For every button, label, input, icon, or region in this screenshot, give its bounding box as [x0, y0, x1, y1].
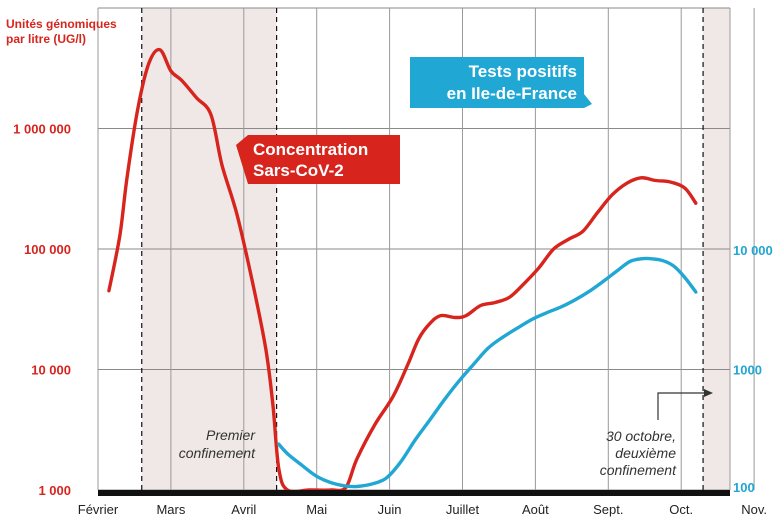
- series-lines: [107, 47, 698, 494]
- x-ticks: Février Mars Avril Mai Juin Juillet Août Sept. O…: [78, 502, 767, 517]
- series-line-tests: [277, 256, 698, 489]
- label-concentration: Concentration Sars-CoV-2: [236, 135, 400, 184]
- second-lockdown-arrow: [657, 389, 713, 420]
- label-tests-line2: en Ile-de-France: [447, 84, 577, 103]
- x-axis-baseline: [98, 490, 730, 496]
- y-left-ticks: 1 000 10 000 100 000 1 000 000: [13, 122, 71, 499]
- x-tick-label: Juin: [378, 502, 402, 517]
- x-tick-label: Août: [522, 502, 549, 517]
- first-lockdown-line2: confinement: [179, 445, 256, 461]
- y-right-tick-label: 10 000: [733, 243, 773, 258]
- second-lockdown-line2: deuxième: [615, 445, 676, 461]
- first-lockdown-line1: Premier: [206, 427, 256, 443]
- label-concentration-box: [236, 135, 400, 184]
- x-tick-label: Avril: [231, 502, 256, 517]
- label-tests: Tests positifs en Ile-de-France: [410, 57, 592, 108]
- second-lockdown-line1: 30 octobre,: [606, 428, 676, 444]
- y-left-title-line2: par litre (UG/l): [6, 32, 86, 46]
- x-tick-label: Février: [78, 502, 119, 517]
- x-tick-label: Mai: [306, 502, 327, 517]
- second-lockdown-line3: confinement: [600, 462, 677, 478]
- y-left-title-line1: Unités génomiques: [6, 17, 117, 31]
- y-left-tick-label: 10 000: [31, 363, 71, 378]
- y-right-tick-label: 100: [733, 480, 755, 495]
- x-tick-label: Mars: [156, 502, 185, 517]
- x-tick-label: Sept.: [593, 502, 623, 517]
- label-tests-box: [410, 57, 592, 108]
- y-left-tick-label: 1 000 000: [13, 122, 71, 137]
- y-left-tick-label: 1 000: [38, 483, 71, 498]
- series-line-concentration: [107, 47, 698, 494]
- label-tests-line1: Tests positifs: [469, 62, 577, 81]
- y-right-tick-label: 1000: [733, 363, 762, 378]
- x-tick-label: Oct.: [669, 502, 693, 517]
- label-concentration-line2: Sars-CoV-2: [253, 161, 344, 180]
- x-tick-label: Nov.: [741, 502, 767, 517]
- y-right-ticks: 100 1000 10 000: [733, 243, 773, 495]
- y-left-tick-label: 100 000: [24, 242, 71, 257]
- label-concentration-line1: Concentration: [253, 140, 368, 159]
- x-tick-label: Juillet: [446, 502, 480, 517]
